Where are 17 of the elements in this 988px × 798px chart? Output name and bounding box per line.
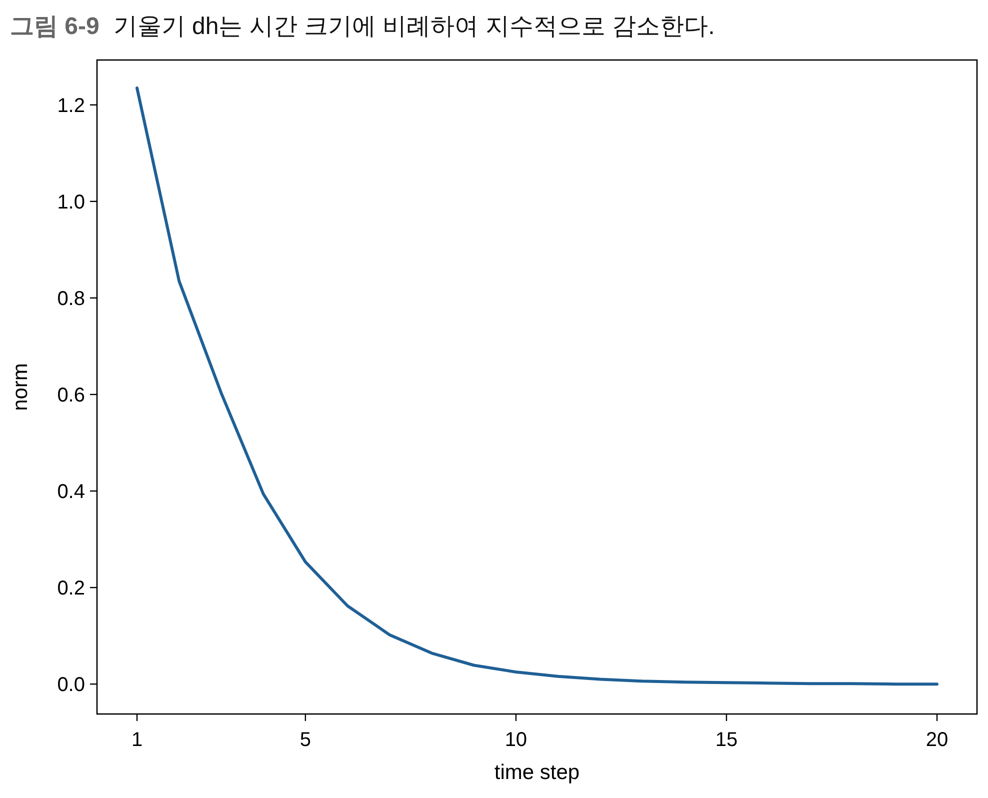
y-tick-label: 1.2 [57, 94, 85, 117]
x-axis-title: time step [494, 761, 580, 784]
y-axis-title: norm [9, 363, 32, 411]
chart-subtitle: 기울기 dh는 시간 크기에 비례하여 지수적으로 감소한다. [113, 13, 715, 40]
chart-title: 그림 6-9 [10, 13, 100, 40]
x-tick-label: 10 [504, 729, 528, 751]
y-tick-label: 1.0 [57, 191, 85, 214]
y-tick-label: 0.0 [57, 674, 85, 696]
x-tick-label: 5 [300, 729, 311, 751]
y-tick-label: 0.4 [57, 481, 85, 504]
y-tick-label: 0.8 [57, 288, 85, 310]
y-tick-label: 0.6 [57, 384, 85, 406]
x-tick-label: 1 [131, 729, 143, 751]
x-tick-label: 15 [715, 729, 738, 751]
y-tick-label: 0.2 [57, 578, 85, 600]
line-series [136, 86, 938, 686]
x-tick-label: 20 [926, 729, 948, 751]
